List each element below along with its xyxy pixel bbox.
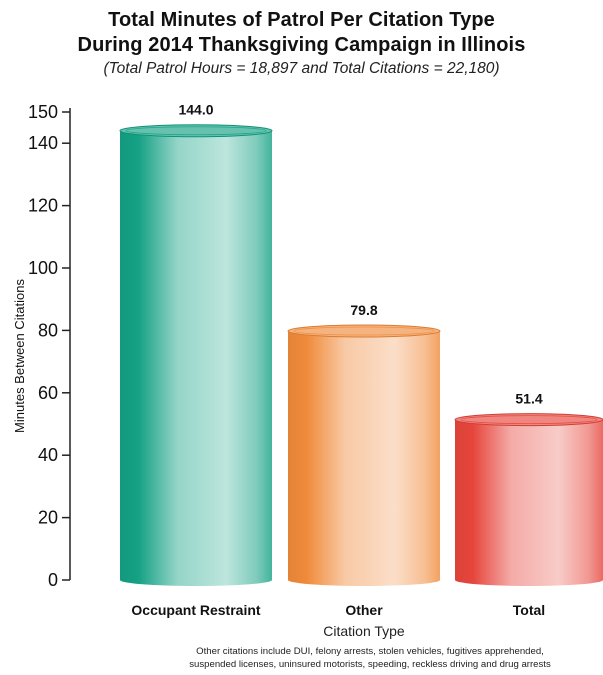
y-tick-label: 60	[38, 383, 58, 403]
bar-occupant-restraint	[119, 124, 273, 586]
y-tick-label: 80	[38, 320, 58, 340]
y-axis-label: Minutes Between Citations	[12, 279, 27, 433]
bar-body	[120, 130, 272, 586]
bar-total	[454, 413, 603, 586]
y-tick-label: 20	[38, 508, 58, 528]
bar-value-label: 79.8	[350, 302, 377, 318]
footnote-line-1: Other citations include DUI, felony arre…	[196, 646, 544, 657]
bar-top-ring	[125, 126, 267, 136]
labels: 144.0 Occupant Restraint 79.8 Other 51.4 Tota…	[131, 102, 545, 639]
y-tick-label: 100	[28, 258, 58, 278]
bar-top-ring	[293, 326, 435, 336]
footnote-line-2: suspended licenses, uninsured motorists,…	[189, 659, 551, 670]
bar-value-label: 51.4	[515, 391, 542, 407]
y-tick-label: 150	[28, 102, 58, 122]
bar-top-ring	[460, 415, 598, 425]
x-category-label: Occupant Restraint	[131, 602, 260, 618]
bar-other	[287, 324, 441, 586]
chart-subtitle: (Total Patrol Hours = 18,897 and Total C…	[103, 60, 500, 77]
x-category-label: Total	[513, 602, 545, 618]
x-category-label: Other	[345, 602, 383, 618]
chart-title-line-2: During 2014 Thanksgiving Campaign in Ill…	[77, 34, 526, 56]
x-axis-label: Citation Type	[323, 623, 405, 639]
bar-body	[288, 331, 440, 586]
y-tick-label: 0	[48, 570, 58, 590]
chart-title-line-1: Total Minutes of Patrol Per Citation Typ…	[108, 9, 495, 31]
y-tick-label: 120	[28, 196, 58, 216]
bar-value-label: 144.0	[178, 102, 213, 118]
y-tick-label: 40	[38, 445, 58, 465]
bar-body	[455, 419, 603, 586]
y-tick-label: 140	[28, 133, 58, 153]
bars	[119, 124, 603, 586]
y-axis: 0 20 40 60 80 100 120 140 150 Minutes Between Cit…	[12, 102, 71, 590]
